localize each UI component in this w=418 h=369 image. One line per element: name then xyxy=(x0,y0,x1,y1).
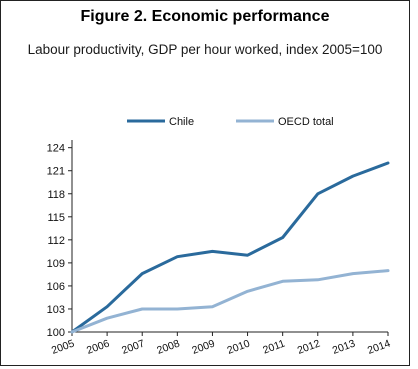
chart-legend: Chile OECD total xyxy=(127,116,334,128)
y-tick-label: 118 xyxy=(47,189,65,201)
legend-label: Chile xyxy=(169,116,194,128)
x-tick-label: 2010 xyxy=(226,337,252,356)
x-tick-label: 2011 xyxy=(261,337,286,356)
x-tick-label: 2007 xyxy=(120,337,146,356)
axis-ticks: 100 103 106 109 112 115 118 121 124 2005 2006 2007 2… xyxy=(47,143,393,357)
y-tick-label: 112 xyxy=(47,235,65,247)
data-point xyxy=(281,280,284,283)
data-point xyxy=(246,290,249,293)
data-point xyxy=(316,192,319,195)
x-tick-label: 2013 xyxy=(331,337,357,356)
data-point xyxy=(211,305,214,308)
data-point xyxy=(141,272,144,275)
chart-title: Figure 2. Economic performance xyxy=(80,8,330,25)
series-line-1 xyxy=(70,269,390,334)
data-point xyxy=(281,236,284,239)
x-tick-label: 2006 xyxy=(85,337,111,356)
x-tick-label: 2014 xyxy=(366,337,392,356)
data-point xyxy=(106,317,108,319)
data-point xyxy=(71,331,73,333)
series-lines xyxy=(70,161,390,334)
data-point xyxy=(211,250,214,253)
y-tick-label: 124 xyxy=(47,143,65,155)
x-tick-label: 2009 xyxy=(190,337,216,356)
y-tick-label: 109 xyxy=(47,258,65,270)
data-point xyxy=(141,308,144,310)
y-tick-label: 103 xyxy=(47,304,65,316)
chart-axes xyxy=(71,140,388,333)
data-point xyxy=(176,308,179,310)
y-tick-label: 115 xyxy=(47,212,65,224)
data-point xyxy=(352,175,354,177)
data-point xyxy=(387,162,389,164)
data-point xyxy=(316,278,319,281)
y-tick-label: 121 xyxy=(47,166,65,178)
x-tick-label: 2012 xyxy=(296,337,322,356)
y-tick-label: 100 xyxy=(47,327,65,339)
data-point xyxy=(352,272,354,275)
series-line-0 xyxy=(70,161,390,334)
data-point xyxy=(106,305,108,308)
data-point xyxy=(246,254,249,256)
x-tick-label: 2008 xyxy=(155,337,181,356)
legend-label: OECD total xyxy=(278,116,334,128)
data-point xyxy=(387,269,389,272)
data-point xyxy=(176,255,179,258)
y-tick-label: 106 xyxy=(47,281,65,293)
x-tick-label: 2005 xyxy=(50,337,76,356)
chart-subtitle: Labour productivity, GDP per hour worked… xyxy=(27,42,383,57)
